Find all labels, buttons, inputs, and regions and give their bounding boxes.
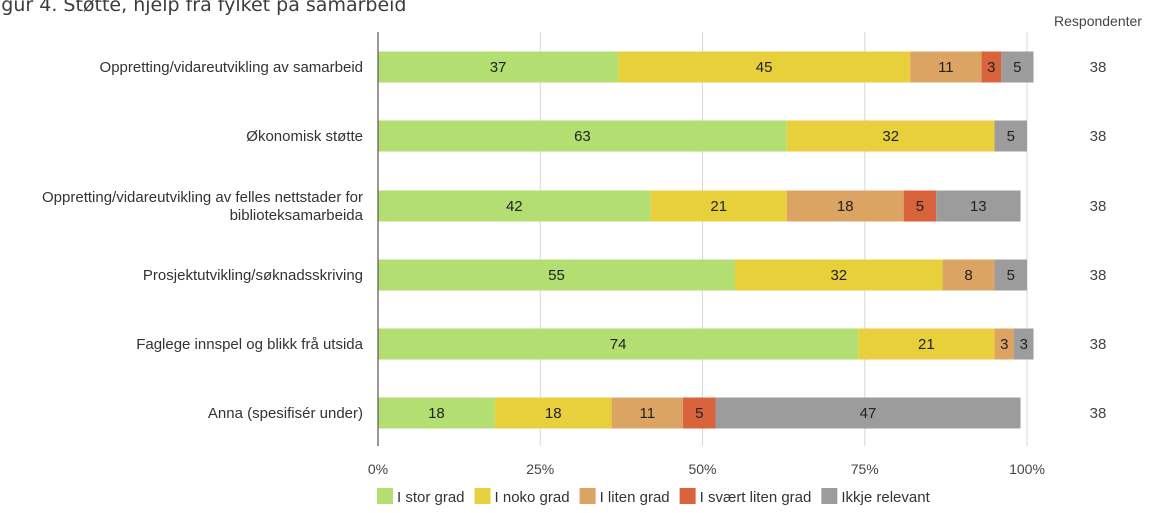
bar-segment <box>378 397 495 429</box>
x-tick-label: 50% <box>688 461 716 477</box>
respondent-count: 38 <box>1090 198 1107 215</box>
bar-segment <box>994 120 1027 152</box>
legend-swatch <box>679 488 696 504</box>
bar-segment <box>378 190 651 222</box>
data-label: 5 <box>1007 267 1015 284</box>
bar-segment <box>910 51 982 83</box>
bar-segment <box>378 328 859 360</box>
bar-segment <box>734 259 943 291</box>
legend-label: Ikkje relevant <box>841 489 930 506</box>
x-tick-label: 0% <box>368 461 388 477</box>
data-label: 63 <box>574 128 591 145</box>
data-label: 37 <box>490 59 507 76</box>
data-label: 55 <box>548 267 565 284</box>
data-label: 5 <box>1013 59 1021 76</box>
legend-swatch <box>821 488 838 504</box>
data-label: 42 <box>506 198 523 215</box>
data-label: 11 <box>640 405 656 422</box>
data-label: 8 <box>964 267 972 284</box>
legend-label: I stor grad <box>397 489 465 506</box>
bar-segment <box>715 397 1021 429</box>
data-label: 13 <box>970 198 987 215</box>
bar-segment <box>1001 51 1034 83</box>
bar-segment <box>903 190 937 222</box>
data-label: 3 <box>1020 336 1028 353</box>
legend-swatch <box>474 488 491 504</box>
bar-segment <box>650 190 787 222</box>
legend-label: I noko grad <box>495 489 570 506</box>
respondent-count: 38 <box>1090 59 1107 76</box>
bar-segment <box>683 397 716 429</box>
data-label: 18 <box>428 405 445 422</box>
legend-label: I svært liten grad <box>700 489 812 506</box>
respondents-header: Respondenter <box>1054 13 1142 29</box>
data-label: 5 <box>1007 128 1015 145</box>
respondent-count: 38 <box>1090 128 1107 145</box>
data-label: 11 <box>938 59 954 76</box>
bar-segment <box>994 259 1027 291</box>
bar-segment <box>786 190 904 222</box>
respondent-count: 38 <box>1090 405 1107 422</box>
data-label: 5 <box>695 405 703 422</box>
data-label: 47 <box>860 405 877 422</box>
x-tick-label: 25% <box>526 461 554 477</box>
bar-segment <box>378 259 735 291</box>
data-label: 21 <box>710 198 727 215</box>
category-label: Oppretting/vidareutvikling av felles net… <box>42 189 363 206</box>
data-label: 5 <box>916 198 924 215</box>
bar-segment <box>858 328 995 360</box>
bar-segment <box>994 328 1015 360</box>
bar-segment <box>378 120 787 152</box>
data-label: 18 <box>545 405 562 422</box>
category-label: Økonomisk støtte <box>246 128 363 145</box>
respondent-count: 38 <box>1090 336 1107 353</box>
legend-swatch <box>377 488 393 504</box>
x-tick-label: 100% <box>1009 461 1045 477</box>
data-label: 32 <box>830 267 847 284</box>
category-label: biblioteksamarbeida <box>230 207 364 224</box>
data-label: 32 <box>882 128 899 145</box>
legend-label: I liten grad <box>600 489 670 506</box>
data-label: 18 <box>837 198 854 215</box>
bar-segment <box>378 51 619 83</box>
bar-segment <box>611 397 684 429</box>
category-label: Prosjektutvikling/søknadsskriving <box>143 267 363 284</box>
category-label: Oppretting/vidareutvikling av samarbeid <box>100 59 363 76</box>
bar-segment <box>786 120 995 152</box>
data-label: 74 <box>610 336 627 353</box>
bar-segment <box>494 397 612 429</box>
respondent-count: 38 <box>1090 267 1107 284</box>
x-tick-label: 75% <box>851 461 879 477</box>
legend-swatch <box>579 488 596 504</box>
data-label: 3 <box>1000 336 1008 353</box>
chart-title: igur 4. Støtte, hjelp frå fylket på sama… <box>0 0 407 16</box>
bar-segment <box>618 51 911 83</box>
category-label: Anna (spesifisér under) <box>208 405 363 422</box>
bar-segment <box>1014 328 1034 360</box>
data-label: 3 <box>987 59 995 76</box>
data-label: 45 <box>756 59 773 76</box>
bar-segment <box>981 51 1002 83</box>
bar-segment <box>942 259 995 291</box>
category-label: Faglege innspel og blikk frå utsida <box>136 336 363 353</box>
bar-segment <box>936 190 1021 222</box>
data-label: 21 <box>918 336 935 353</box>
